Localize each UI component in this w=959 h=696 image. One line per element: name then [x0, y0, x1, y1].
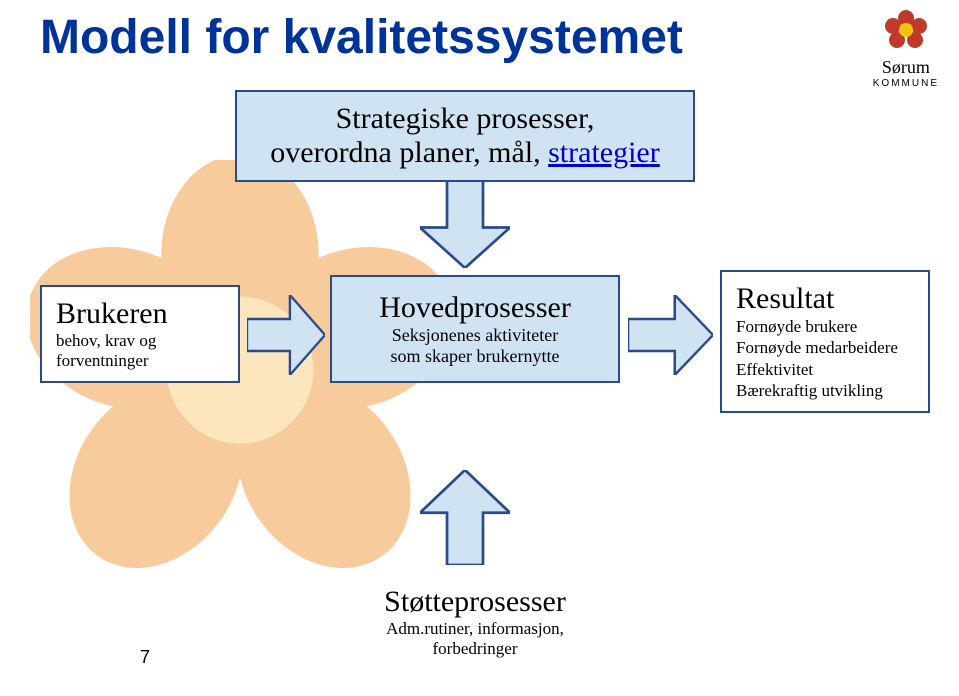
strategic-processes-box: Strategiske prosesser, overordna planer,… [235, 90, 695, 182]
arrow-right1-icon [247, 295, 325, 375]
result-box: Resultat Fornøyde brukere Fornøyde medar… [720, 270, 930, 413]
left-heading: Brukeren [56, 297, 224, 331]
main-processes-box: Hovedprosesser Seksjonenes aktiviteter s… [330, 275, 620, 383]
left-sub2: forventninger [56, 351, 224, 371]
logo: Sørum KOMMUNE [873, 8, 939, 89]
right-sub4: Bærekraftig utvikling [736, 380, 914, 401]
right-sub2: Fornøyde medarbeidere [736, 337, 914, 358]
page-number: 7 [140, 647, 150, 668]
logo-flower-icon [879, 8, 933, 52]
right-sub1: Fornøyde brukere [736, 316, 914, 337]
page-title: Modell for kvalitetssystemet [40, 10, 683, 65]
right-heading: Resultat [736, 282, 914, 316]
logo-name: Sørum [873, 57, 939, 78]
logo-sub: KOMMUNE [873, 78, 939, 89]
arrow-right2-icon [628, 295, 713, 375]
top-line2: overordna planer, mål, strategier [251, 136, 679, 170]
mid-sub1: Seksjonenes aktiviteter [342, 325, 608, 346]
bottom-heading: Støtteprosesser [344, 585, 606, 619]
bottom-sub2: forbedringer [344, 639, 606, 659]
right-sub3: Effektivitet [736, 359, 914, 380]
strategies-link[interactable]: strategier [548, 136, 660, 169]
support-processes-box: Støtteprosesser Adm.rutiner, informasjon… [330, 575, 620, 669]
mid-sub2: som skaper brukernytte [342, 346, 608, 367]
mid-heading: Hovedprosesser [342, 291, 608, 325]
left-sub1: behov, krav og [56, 331, 224, 351]
top-line1: Strategiske prosesser, [251, 102, 679, 136]
user-box: Brukeren behov, krav og forventninger [40, 285, 240, 383]
arrow-down-icon [420, 178, 510, 268]
arrow-up-icon [420, 470, 510, 565]
bottom-sub1: Adm.rutiner, informasjon, [344, 619, 606, 639]
